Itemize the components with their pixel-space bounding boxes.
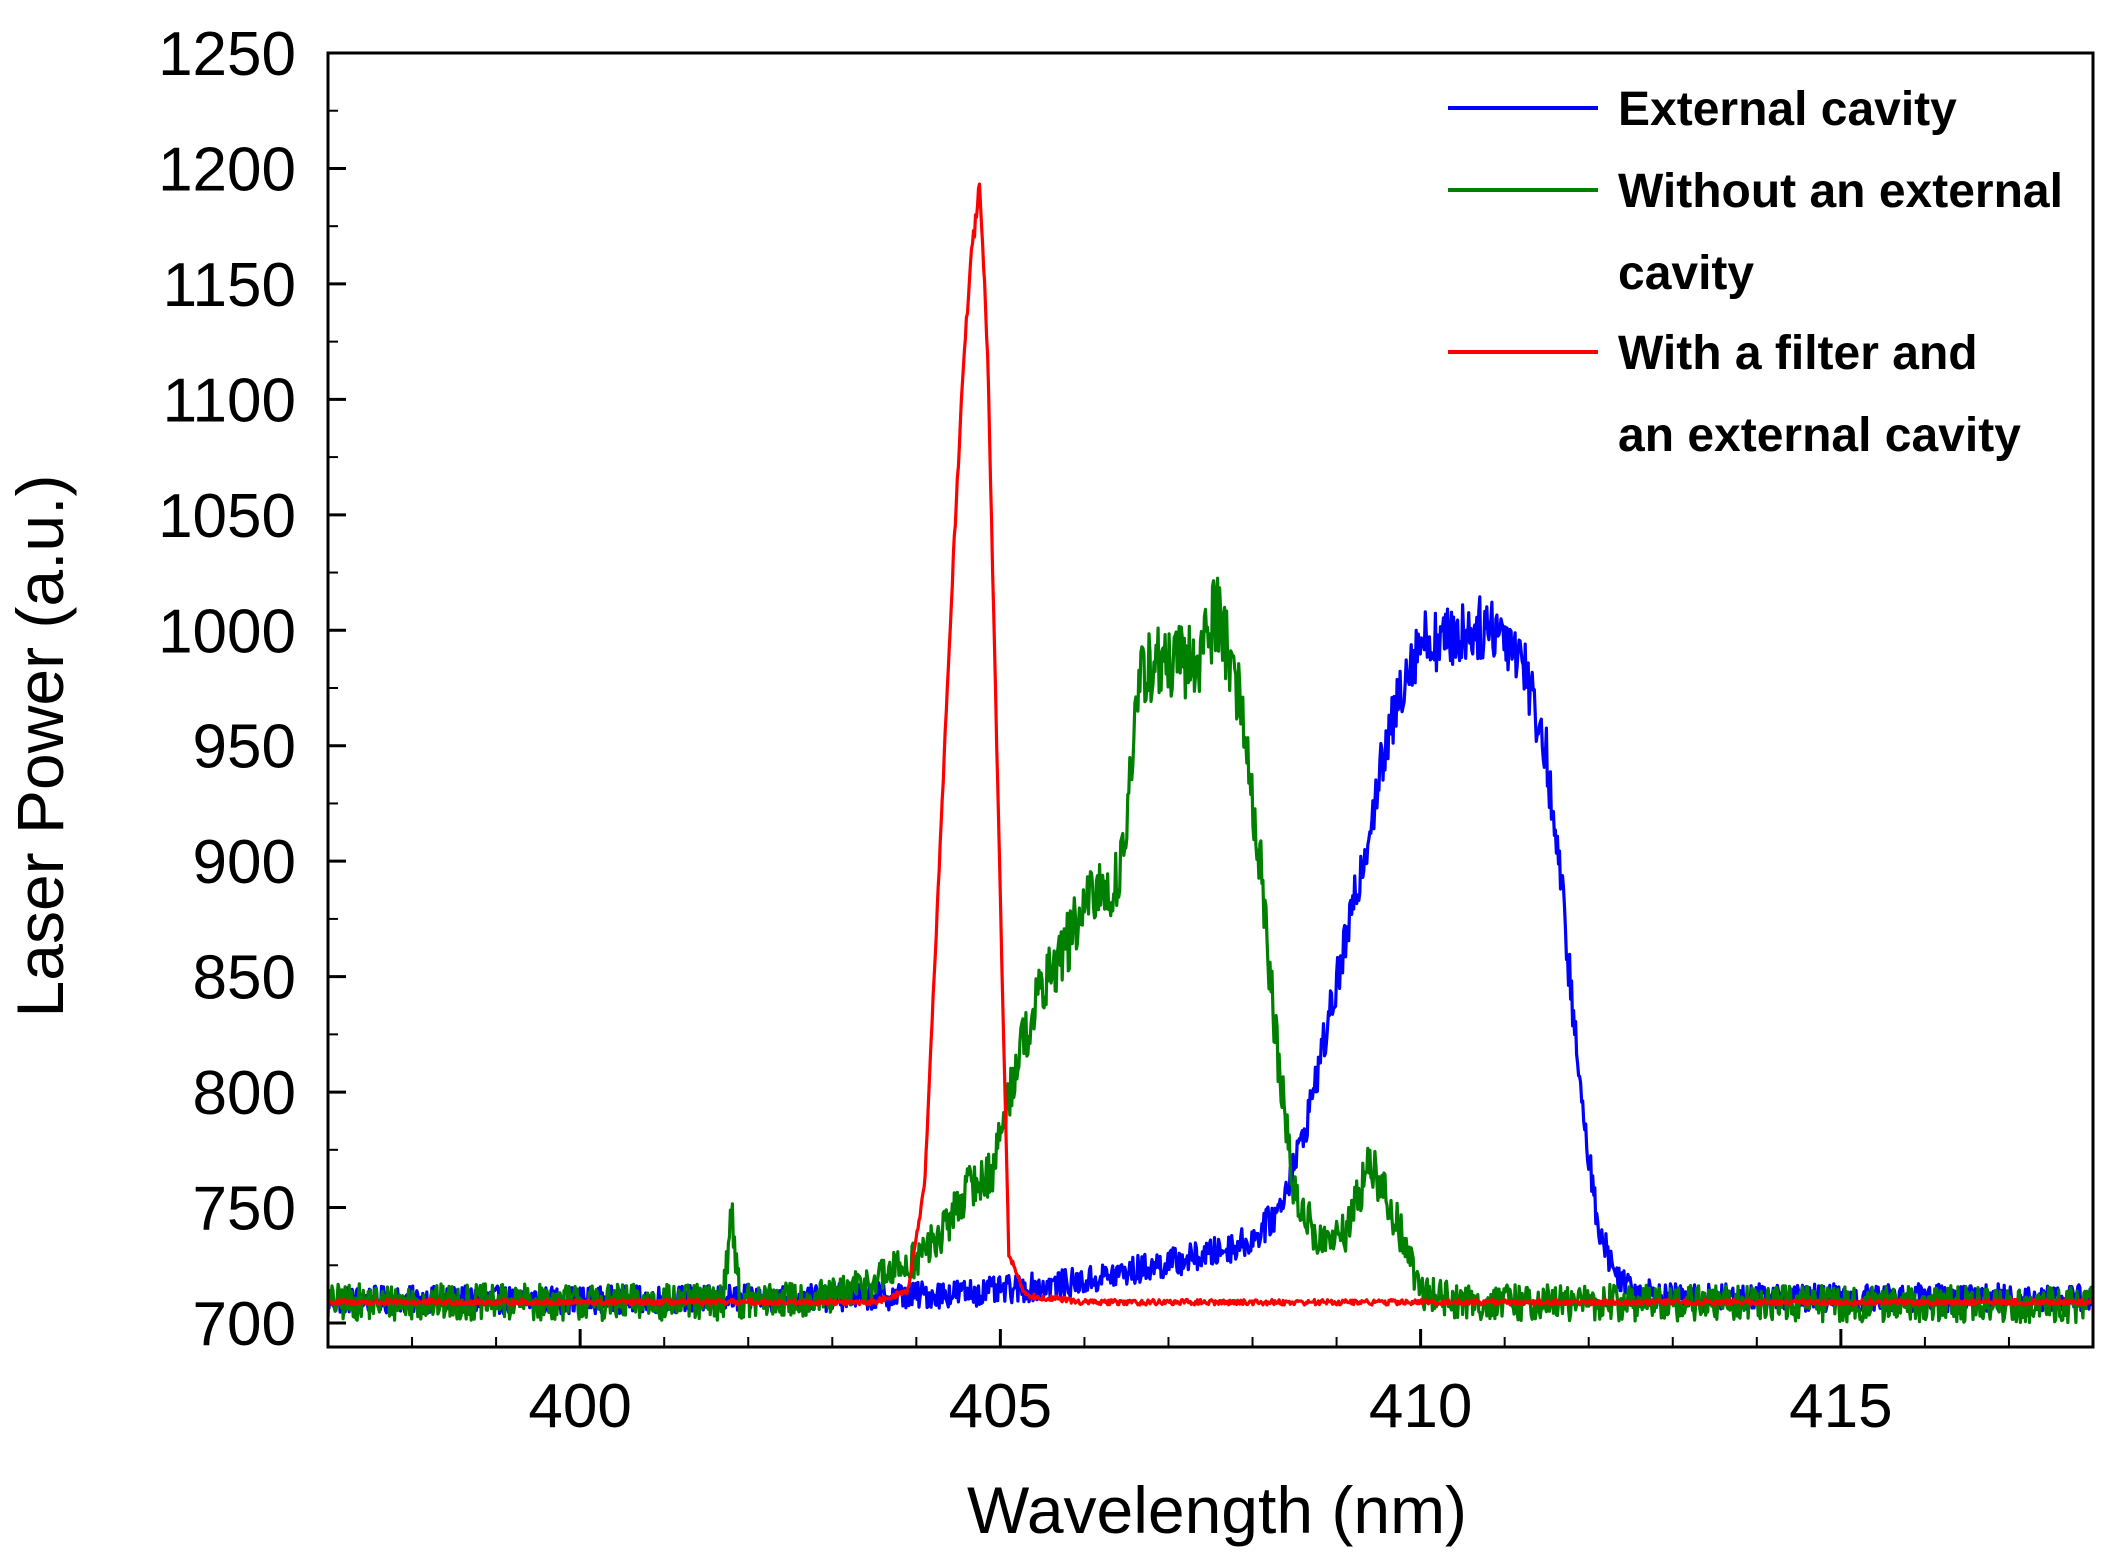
- legend-label: an external cavity: [1618, 409, 2021, 462]
- y-tick-label: 850: [193, 944, 296, 1013]
- y-tick-label: 1150: [163, 251, 296, 320]
- legend-label: With a filter and: [1618, 327, 1978, 380]
- y-axis-title: Laser Power (a.u.): [3, 475, 77, 1018]
- y-tick-label: 1200: [158, 135, 296, 204]
- y-tick-label: 700: [193, 1290, 296, 1359]
- series-line-1: [328, 597, 2093, 1314]
- x-axis-title: Wavelength (nm): [967, 1473, 1467, 1547]
- axes-layer: 700 750 800 850 900 950 1000 1050 1100 1150 1200 12…: [158, 20, 2093, 1441]
- laser-spectrum-chart: 700 750 800 850 900 950 1000 1050 1100 1150 1200 12…: [0, 0, 2104, 1558]
- y-tick-label: 750: [193, 1175, 296, 1244]
- x-tick-label: 405: [949, 1372, 1052, 1441]
- y-tick-label: 1050: [158, 482, 296, 551]
- y-tick-label: 950: [193, 713, 296, 782]
- legend: External cavity Without an external cavity…: [1448, 83, 2063, 462]
- series-line-2: [328, 578, 2093, 1322]
- y-tick-label: 1250: [158, 20, 296, 89]
- y-tick-label: 1000: [158, 597, 296, 666]
- y-tick-label: 1100: [163, 366, 296, 435]
- legend-label: External cavity: [1618, 83, 1957, 136]
- legend-label: cavity: [1618, 247, 1754, 300]
- x-tick-label: 400: [528, 1372, 631, 1441]
- y-tick-label: 800: [193, 1059, 296, 1128]
- plot-frame: [328, 53, 2093, 1347]
- x-tick-label: 410: [1369, 1372, 1472, 1441]
- legend-label: Without an external: [1618, 165, 2063, 218]
- x-tick-label: 415: [1789, 1372, 1892, 1441]
- y-tick-label: 900: [193, 828, 296, 897]
